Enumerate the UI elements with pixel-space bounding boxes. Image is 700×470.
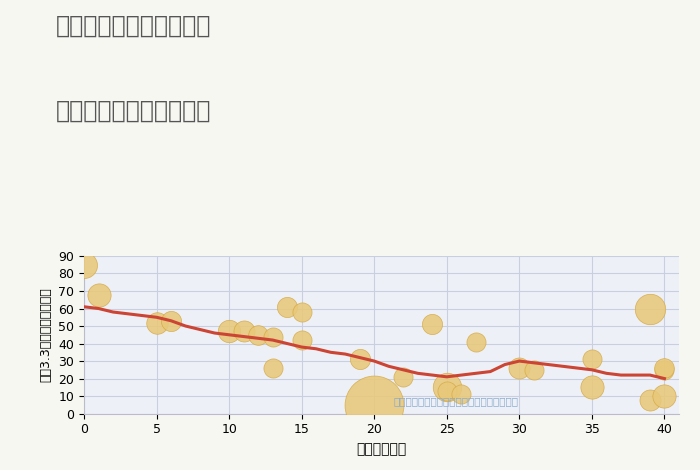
Point [427,321,438,328]
Point [514,364,525,372]
Point [354,355,365,363]
Point [456,391,467,398]
Point [238,328,249,335]
Point [645,305,656,312]
Point [78,261,90,268]
Text: 兵庫県赤穂市六百目町の: 兵庫県赤穂市六百目町の [56,14,211,38]
X-axis label: 築年数（年）: 築年数（年） [356,442,407,456]
Point [165,317,176,325]
Point [441,387,452,395]
Point [151,319,162,326]
Point [659,366,670,374]
Point [587,355,598,363]
Point [223,328,235,335]
Point [398,373,409,381]
Text: 築年数別中古戸建て価格: 築年数別中古戸建て価格 [56,99,211,123]
Point [253,331,264,338]
Point [267,333,279,340]
Point [470,338,482,345]
Point [659,364,670,372]
Point [528,366,540,374]
Text: 円の大きさは、取引のあった物件面積を示す: 円の大きさは、取引のあった物件面積を示す [393,396,519,406]
Point [296,308,307,316]
Point [587,384,598,391]
Point [645,396,656,403]
Point [281,303,293,311]
Point [93,291,104,298]
Point [659,392,670,400]
Point [369,401,380,408]
Point [296,336,307,344]
Point [441,384,452,391]
Y-axis label: 坪（3.3㎡）単価（万円）: 坪（3.3㎡）単価（万円） [40,288,52,382]
Point [267,364,279,372]
